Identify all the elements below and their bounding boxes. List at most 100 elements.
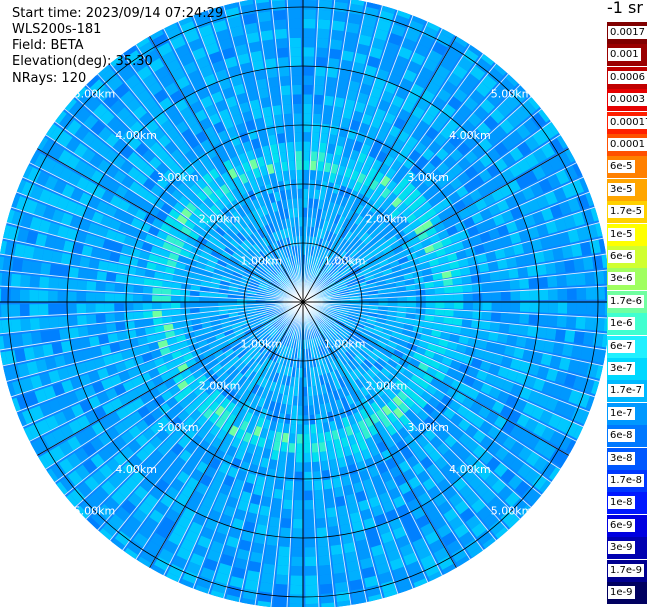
range-gate-cell bbox=[303, 103, 312, 114]
range-gate-cell bbox=[113, 436, 127, 451]
range-gate-cell bbox=[228, 312, 239, 318]
range-gate-cell bbox=[57, 291, 68, 302]
range-gate-cell bbox=[449, 455, 463, 470]
range-gate-cell bbox=[418, 379, 430, 390]
range-gate-cell bbox=[233, 478, 245, 491]
range-gate-cell bbox=[154, 325, 165, 334]
range-gate-cell bbox=[251, 198, 261, 210]
range-gate-cell bbox=[260, 226, 269, 237]
range-gate-cell bbox=[156, 364, 169, 375]
range-gate-cell bbox=[324, 431, 333, 442]
range-gate-cell bbox=[379, 353, 390, 363]
range-gate-cell bbox=[216, 354, 227, 363]
range-gate-cell bbox=[303, 18, 316, 29]
range-gate-cell bbox=[359, 349, 369, 359]
range-gate-cell bbox=[266, 535, 278, 547]
range-gate-cell bbox=[2, 334, 14, 349]
range-gate-cell bbox=[434, 370, 446, 382]
range-gate-cell bbox=[435, 302, 445, 309]
range-gate-cell bbox=[293, 329, 298, 339]
range-gate-cell bbox=[206, 445, 218, 458]
range-gate-cell bbox=[307, 207, 313, 218]
range-gate-cell bbox=[120, 245, 132, 256]
range-gate-cell bbox=[209, 424, 221, 437]
range-gate-cell bbox=[213, 142, 225, 155]
range-gate-cell bbox=[432, 471, 446, 485]
range-gate-cell bbox=[290, 584, 303, 595]
range-gate-cell bbox=[338, 377, 346, 388]
range-gate-cell bbox=[195, 178, 208, 190]
range-gate-cell bbox=[250, 279, 260, 285]
range-gate-cell bbox=[410, 374, 422, 385]
range-gate-cell bbox=[272, 440, 281, 452]
range-gate-cell bbox=[223, 475, 235, 487]
range-gate-cell bbox=[526, 265, 538, 277]
range-gate-cell bbox=[504, 491, 521, 508]
range-gate-cell bbox=[266, 325, 275, 334]
range-gate-cell bbox=[190, 196, 203, 208]
range-gate-cell bbox=[272, 0, 286, 11]
range-gate-cell bbox=[67, 291, 77, 302]
colorbar-tick-label: 0.00017 bbox=[608, 115, 647, 129]
range-gate-cell bbox=[29, 150, 41, 165]
range-gate-cell bbox=[297, 188, 303, 199]
range-gate-cell bbox=[223, 433, 235, 445]
range-gate-cell bbox=[255, 241, 264, 251]
range-gate-cell bbox=[410, 403, 423, 415]
range-gate-cell bbox=[218, 108, 231, 121]
range-gate-cell bbox=[223, 505, 236, 518]
colorbar-cell: 6e-7 bbox=[607, 335, 647, 358]
range-gate-cell bbox=[220, 554, 235, 567]
range-gate-cell bbox=[268, 222, 276, 233]
range-gate-cell bbox=[88, 336, 100, 347]
range-gate-cell bbox=[422, 477, 436, 492]
range-gate-cell bbox=[564, 259, 576, 273]
range-gate-cell bbox=[281, 432, 289, 443]
range-gate-cell bbox=[381, 404, 392, 416]
range-gate-cell bbox=[269, 267, 278, 276]
range-gate-cell bbox=[316, 38, 329, 49]
range-gate-cell bbox=[208, 6, 223, 15]
range-gate-cell bbox=[184, 530, 199, 544]
range-gate-cell bbox=[139, 221, 151, 233]
range-gate-cell bbox=[519, 361, 531, 374]
range-gate-cell bbox=[67, 435, 82, 451]
range-gate-cell bbox=[522, 402, 536, 416]
range-gate-cell bbox=[193, 447, 206, 461]
range-gate-cell bbox=[303, 132, 311, 142]
range-gate-cell bbox=[97, 503, 114, 520]
range-gate-cell bbox=[368, 305, 379, 310]
range-gate-cell bbox=[180, 368, 193, 379]
range-gate-cell bbox=[202, 349, 213, 359]
range-gate-cell bbox=[202, 270, 213, 278]
range-gate-cell bbox=[380, 580, 396, 594]
range-gate-cell bbox=[329, 351, 336, 361]
range-gate-cell bbox=[336, 357, 345, 368]
range-gate-cell bbox=[0, 240, 8, 255]
range-gate-cell bbox=[129, 411, 143, 424]
range-gate-cell bbox=[382, 500, 395, 513]
range-gate-cell bbox=[387, 302, 398, 307]
range-gate-cell bbox=[141, 149, 155, 163]
range-gate-cell bbox=[158, 548, 174, 563]
range-gate-cell bbox=[277, 250, 284, 260]
range-gate-cell bbox=[134, 276, 145, 285]
range-gate-cell bbox=[146, 334, 158, 344]
range-gate-cell bbox=[263, 419, 272, 430]
range-gate-cell bbox=[250, 349, 259, 359]
range-gate-cell bbox=[179, 106, 193, 120]
range-gate-cell bbox=[360, 386, 370, 397]
range-gate-cell bbox=[142, 427, 156, 441]
range-gate-cell bbox=[273, 602, 287, 607]
range-gate-cell bbox=[278, 66, 290, 77]
range-gate-cell bbox=[123, 235, 136, 247]
range-gate-cell bbox=[303, 226, 307, 236]
range-gate-cell bbox=[260, 317, 270, 324]
range-gate-cell bbox=[344, 425, 354, 437]
range-gate-cell bbox=[137, 336, 148, 346]
range-gate-cell bbox=[509, 279, 520, 290]
range-gate-cell bbox=[208, 509, 222, 523]
range-gate-cell bbox=[298, 396, 303, 406]
range-gate-cell bbox=[300, 358, 303, 369]
range-gate-cell bbox=[270, 449, 280, 461]
